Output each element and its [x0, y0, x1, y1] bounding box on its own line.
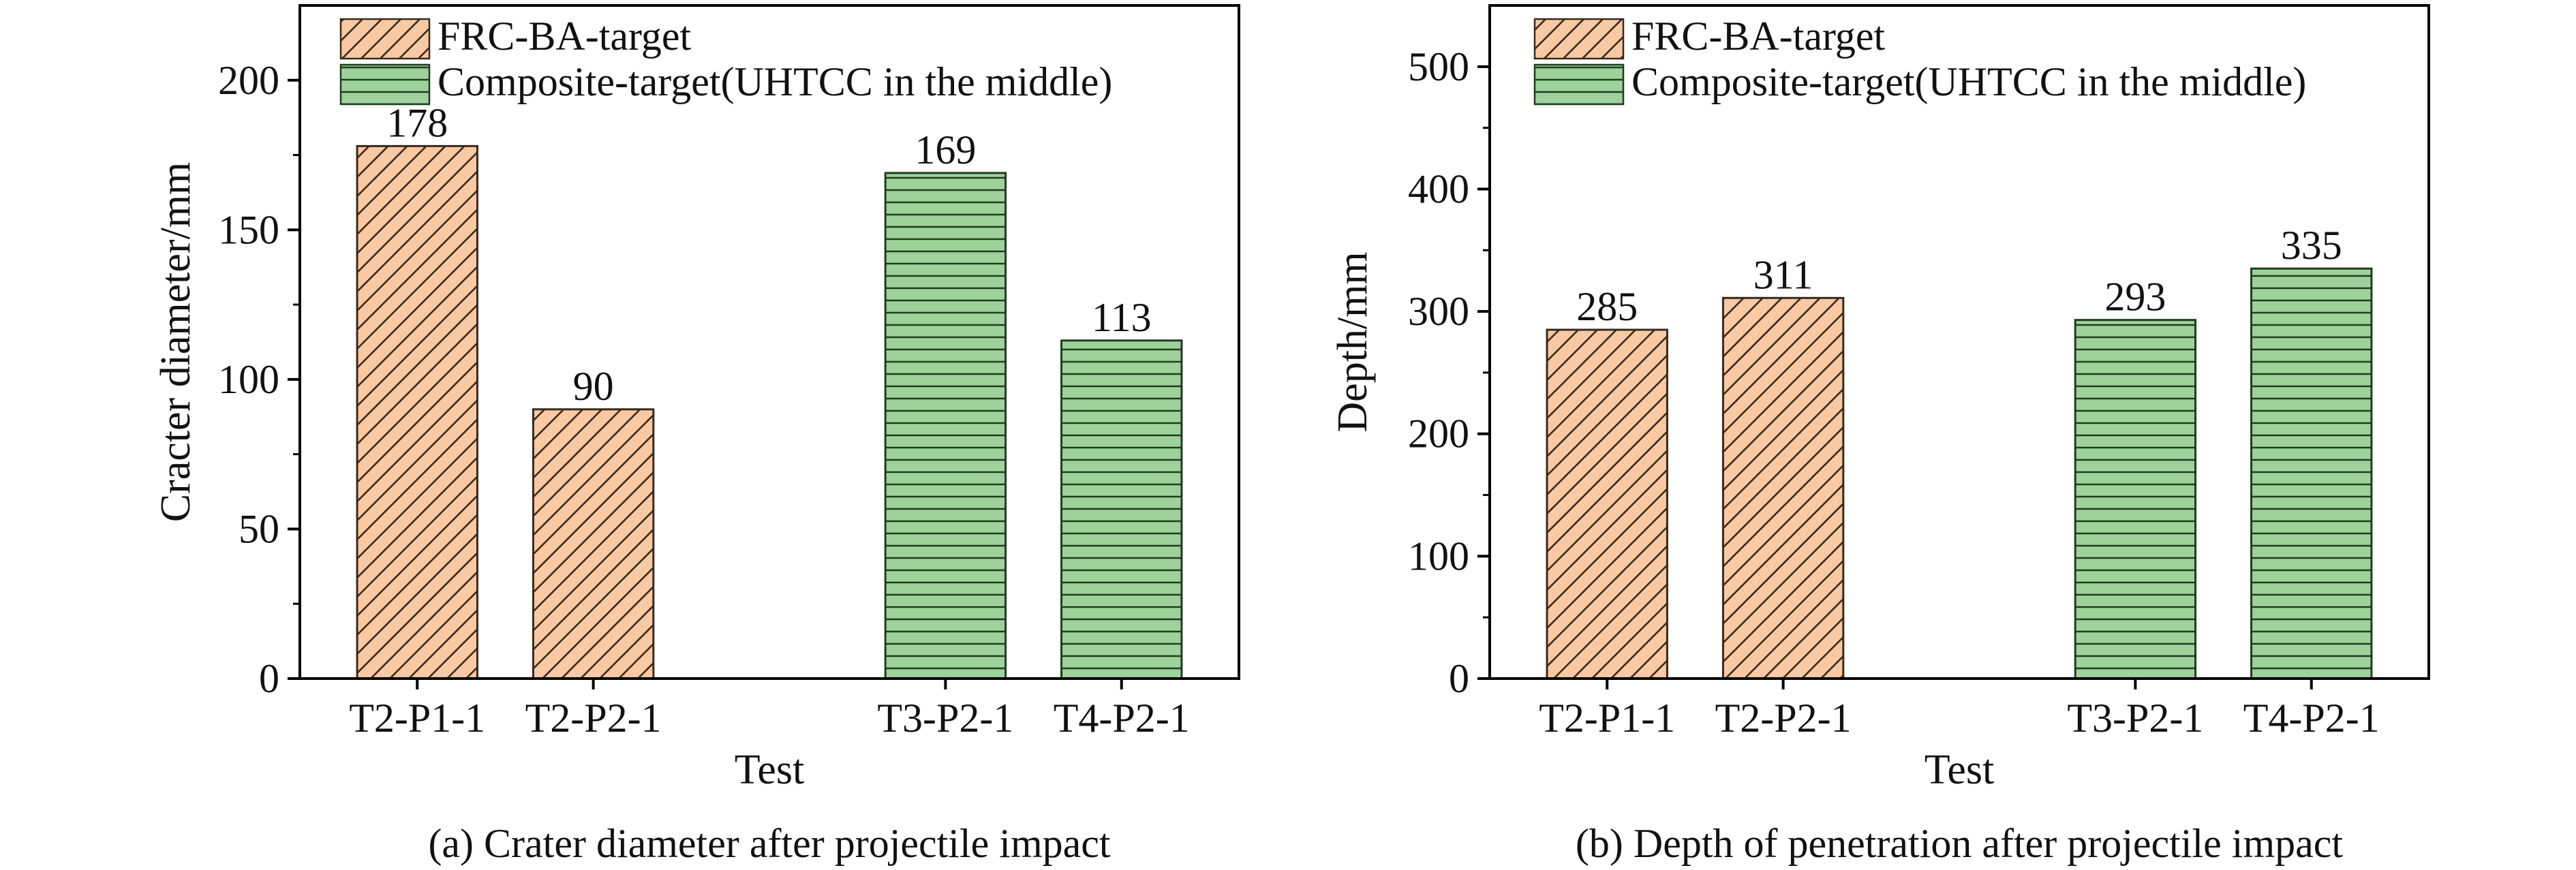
- data-label-t4-p2-1: 113: [1092, 295, 1152, 340]
- bar-t3-p2-1: [884, 172, 1007, 680]
- bar-t2-p2-1: [532, 408, 655, 680]
- bars-group: [1546, 267, 2373, 680]
- y-tick-label: 300: [1408, 289, 1469, 334]
- y-tick-label: 0: [1449, 656, 1469, 701]
- plot-frame: [298, 4, 1240, 680]
- x-axis-title: Test: [735, 747, 804, 793]
- data-label-t2-p2-1: 311: [1753, 252, 1813, 297]
- data-labels-group: 178 90 169 113: [386, 100, 1151, 408]
- data-label-t2-p2-1: 90: [573, 364, 614, 409]
- bar-t3-p2-1: [2074, 319, 2197, 680]
- x-tick-label: T2-P2-1: [525, 696, 662, 741]
- bar-t4-p2-1: [2250, 267, 2373, 680]
- data-label-t2-p1-1: 178: [386, 100, 448, 145]
- bar-t2-p2-1: [1721, 296, 1845, 680]
- y-tick-label: 500: [1408, 44, 1469, 89]
- data-label-t4-p2-1: 335: [2281, 223, 2342, 268]
- x-axis-title: Test: [1925, 747, 1994, 793]
- data-labels-group: 285 311 293 335: [1576, 223, 2342, 329]
- plot-frame: [1488, 4, 2430, 680]
- y-axis: 0 50 100 150 200: [218, 58, 300, 701]
- x-tick-label: T3-P2-1: [877, 696, 1013, 741]
- legend-swatch-frc: [339, 18, 431, 60]
- y-tick-label: 200: [1408, 411, 1469, 456]
- legend-label-composite: Composite-target(UHTCC in the middle): [1631, 59, 2306, 104]
- y-tick-label: 100: [1408, 533, 1469, 578]
- data-label-t2-p1-1: 285: [1576, 284, 1638, 329]
- y-tick-label: 50: [239, 506, 279, 551]
- x-tick-label: T3-P2-1: [2067, 696, 2203, 741]
- legend-swatch-composite: [339, 63, 431, 106]
- legend: FRC-BA-target Composite-target(UHTCC in …: [1533, 14, 2306, 106]
- y-axis: 0 100 200 300 400 500: [1408, 44, 1490, 701]
- y-tick-label: 150: [218, 207, 279, 252]
- legend-swatch-frc: [1533, 18, 1625, 60]
- y-axis-title: Cracter diameter/mm: [153, 162, 199, 522]
- legend-label-composite: Composite-target(UHTCC in the middle): [438, 59, 1112, 104]
- bar-t2-p1-1: [356, 144, 478, 680]
- x-axis: T2-P1-1 T2-P2-1 T3-P2-1 T4-P2-1: [349, 679, 1190, 741]
- y-tick-label: 100: [218, 357, 279, 402]
- x-tick-label: T2-P1-1: [1539, 696, 1675, 741]
- legend-swatch-composite: [1533, 63, 1625, 106]
- caption-a: (a) Crater diameter after projectile imp…: [428, 821, 1110, 866]
- bars-group: [356, 144, 1183, 680]
- bar-t2-p1-1: [1546, 328, 1668, 680]
- data-label-t3-p2-1: 293: [2104, 275, 2166, 320]
- x-axis: T2-P1-1 T2-P2-1 T3-P2-1 T4-P2-1: [1539, 679, 2380, 741]
- x-tick-label: T4-P2-1: [1054, 696, 1190, 741]
- legend: FRC-BA-target Composite-target(UHTCC in …: [339, 14, 1112, 106]
- y-tick-label: 200: [218, 58, 279, 103]
- legend-label-frc: FRC-BA-target: [1631, 14, 1886, 59]
- y-tick-label: 400: [1408, 166, 1469, 211]
- x-tick-label: T2-P1-1: [349, 696, 485, 741]
- x-tick-label: T2-P2-1: [1715, 696, 1852, 741]
- legend-label-frc: FRC-BA-target: [438, 14, 692, 59]
- bar-t4-p2-1: [1060, 339, 1183, 680]
- data-label-t3-p2-1: 169: [915, 127, 976, 172]
- x-tick-label: T4-P2-1: [2243, 696, 2380, 741]
- y-tick-label: 0: [259, 656, 279, 701]
- caption-b: (b) Depth of penetration after projectil…: [1576, 821, 2344, 866]
- y-axis-title: Depth/mm: [1330, 251, 1376, 432]
